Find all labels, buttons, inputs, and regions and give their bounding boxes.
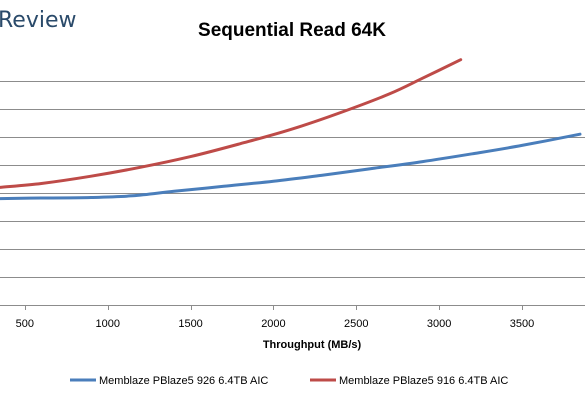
series-line-1 bbox=[0, 58, 463, 189]
x-tick-label-0: 500 bbox=[16, 318, 34, 330]
x-tick-label-3: 2000 bbox=[261, 318, 285, 330]
series-line-0 bbox=[0, 132, 582, 201]
x-tick-label-5: 3000 bbox=[427, 318, 451, 330]
x-tick-label-6: 3500 bbox=[510, 318, 534, 330]
x-tick-label-4: 2500 bbox=[344, 318, 368, 330]
x-tick-label-2: 1500 bbox=[178, 318, 202, 330]
chart-title: Sequential Read 64K bbox=[198, 20, 386, 41]
x-axis-label: Throughput (MB/s) bbox=[263, 339, 362, 351]
x-tick-label-1: 1000 bbox=[95, 318, 119, 330]
legend-label-0: Memblaze PBlaze5 926 6.4TB AIC bbox=[99, 375, 268, 387]
legend: Memblaze PBlaze5 926 6.4TB AIC Memblaze P… bbox=[70, 375, 508, 387]
legend-label-1: Memblaze PBlaze5 916 6.4TB AIC bbox=[339, 375, 508, 387]
plot-area: 500 1000 1500 2000 2500 3000 3500 bbox=[0, 58, 585, 330]
brand-logo-text: Review bbox=[0, 8, 77, 33]
